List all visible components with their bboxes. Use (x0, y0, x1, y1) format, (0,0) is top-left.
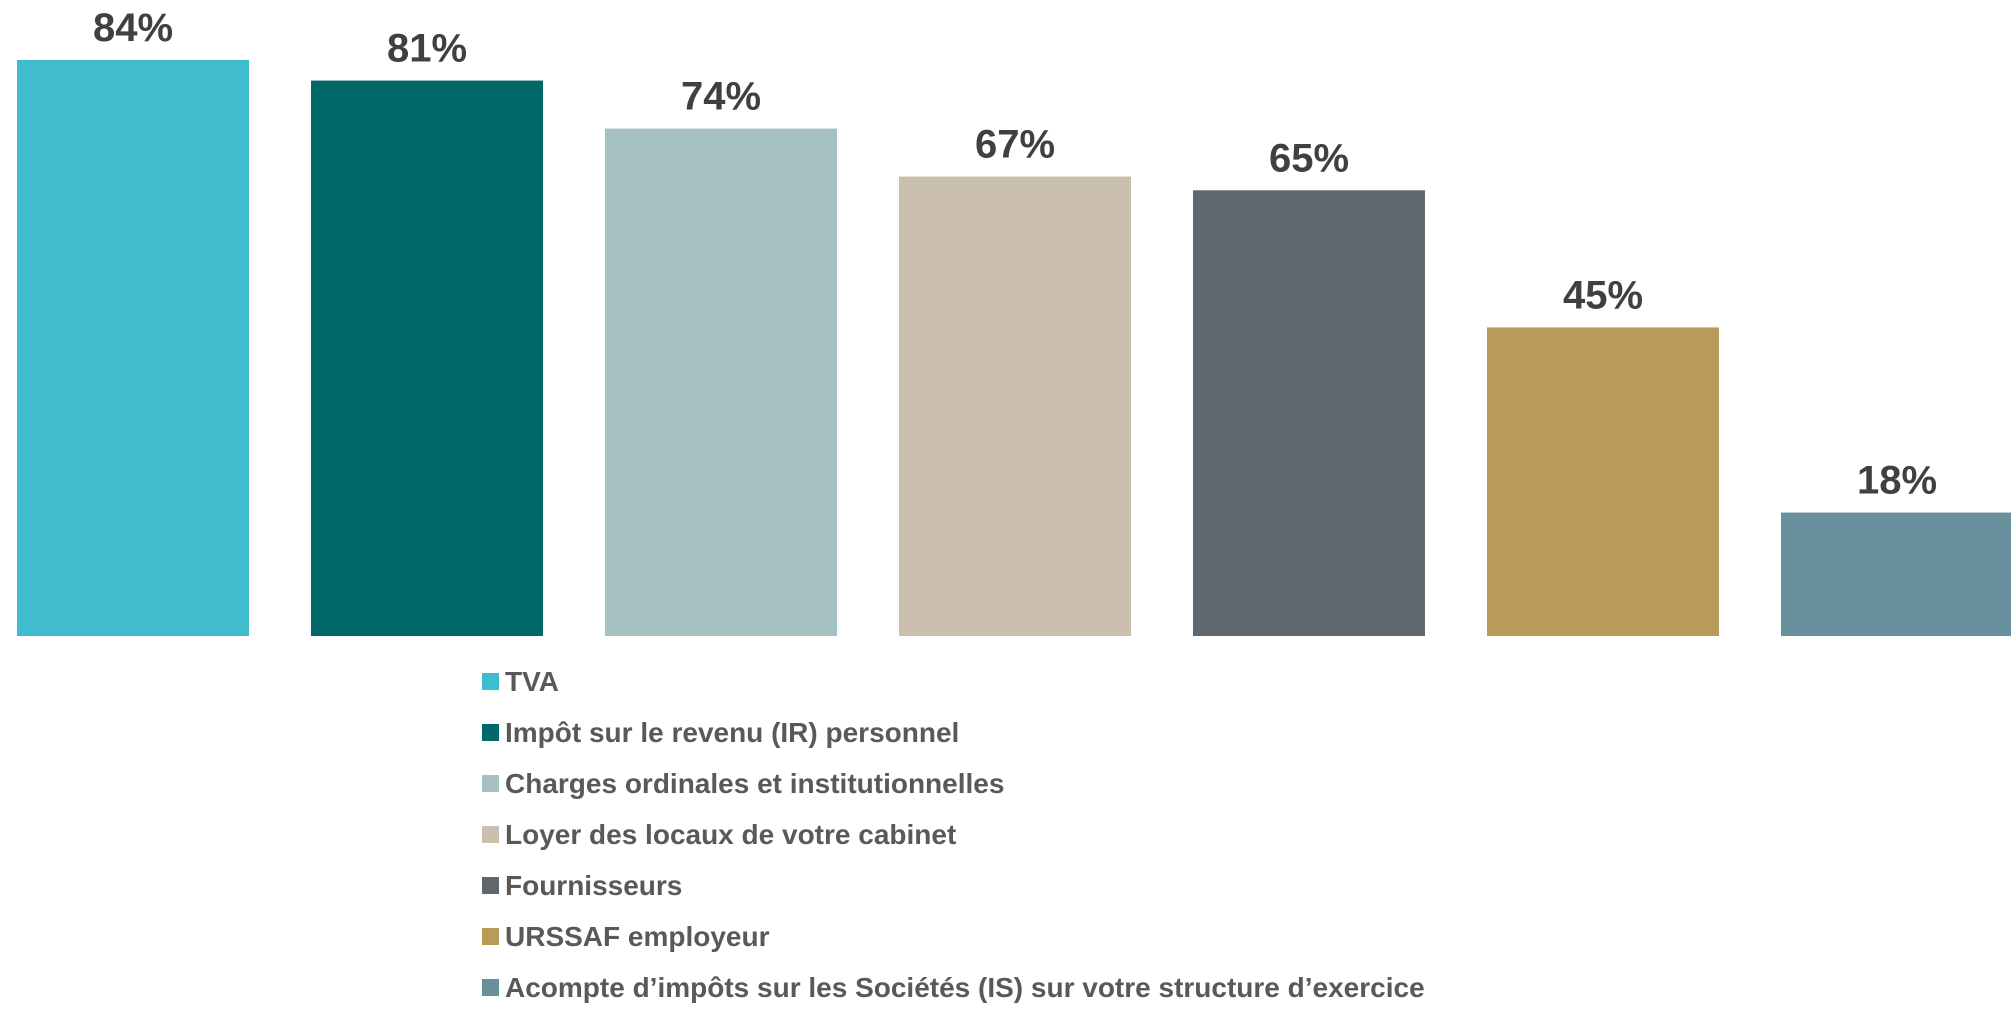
legend-swatch-1 (482, 673, 499, 690)
legend-item-2: Impôt sur le revenu (IR) personnel (482, 707, 1425, 758)
chart-legend: TVA Impôt sur le revenu (IR) personnel Cha… (482, 656, 1425, 1013)
legend-swatch-3 (482, 775, 499, 792)
data-labels-group: 84% 81% 74% 67% 65% 45% 18% (93, 6, 1937, 503)
legend-swatch-5 (482, 877, 499, 894)
legend-label-6: URSSAF employeur (505, 920, 770, 952)
bar-4 (899, 176, 1131, 637)
data-label-7: 18% (1857, 459, 1937, 503)
legend-label-1: TVA (505, 665, 559, 697)
legend-item-6: URSSAF employeur (482, 911, 1425, 962)
data-label-3: 74% (681, 75, 761, 119)
legend-label-3: Charges ordinales et institutionnelles (505, 767, 1005, 799)
legend-item-3: Charges ordinales et institutionnelles (482, 758, 1425, 809)
bar-7 (1781, 512, 2011, 636)
legend-swatch-6 (482, 928, 499, 945)
bars-group (17, 60, 2011, 637)
bar-3 (605, 128, 837, 637)
legend-label-4: Loyer des locaux de votre cabinet (505, 818, 957, 850)
bar-2 (311, 80, 543, 637)
legend-swatch-2 (482, 724, 499, 741)
legend-item-7: Acompte d’impôts sur les Sociétés (IS) s… (482, 962, 1425, 1013)
data-label-2: 81% (387, 27, 467, 71)
legend-label-2: Impôt sur le revenu (IR) personnel (505, 716, 960, 748)
legend-label-7: Acompte d’impôts sur les Sociétés (IS) s… (505, 971, 1425, 1003)
data-label-1: 84% (93, 6, 173, 50)
bar-6 (1487, 327, 1719, 636)
legend-label-5: Fournisseurs (505, 869, 683, 901)
data-label-5: 65% (1269, 136, 1349, 180)
legend-item-1: TVA (482, 656, 1425, 707)
legend-swatch-7 (482, 979, 499, 996)
legend-item-5: Fournisseurs (482, 860, 1425, 911)
bar-1 (17, 60, 249, 636)
data-label-4: 67% (975, 123, 1055, 167)
legend-swatch-4 (482, 826, 499, 843)
legend-item-4: Loyer des locaux de votre cabinet (482, 809, 1425, 860)
bar-5 (1193, 190, 1425, 637)
data-label-6: 45% (1563, 273, 1643, 317)
